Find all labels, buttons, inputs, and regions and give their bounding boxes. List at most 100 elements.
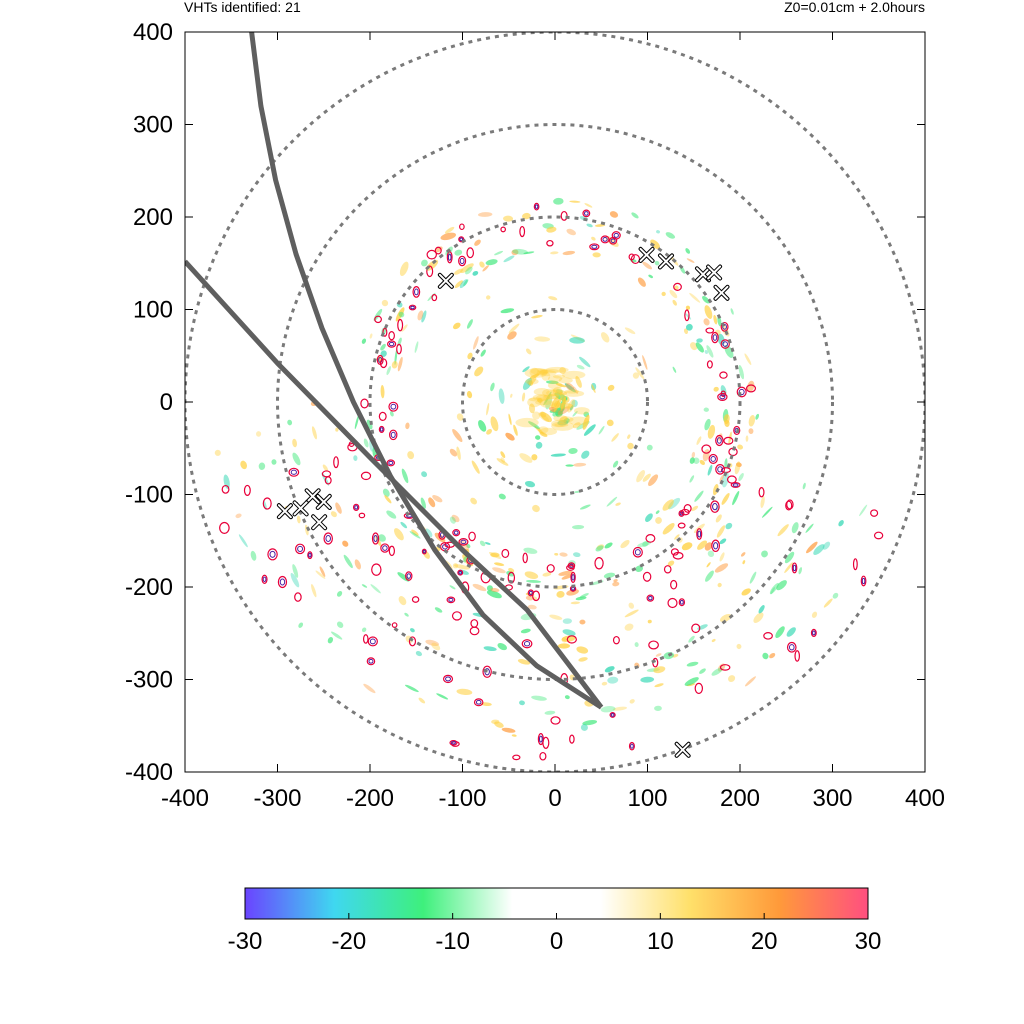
shading-blob xyxy=(798,567,803,575)
shading-blob xyxy=(410,628,415,633)
shading-blob xyxy=(521,392,526,402)
shading-blob xyxy=(594,224,606,227)
shading-blob xyxy=(330,511,337,518)
contour-loop xyxy=(706,360,713,369)
shading-blob xyxy=(554,553,559,556)
shading-blob xyxy=(479,540,486,547)
shading-blob xyxy=(398,596,407,606)
shading-blob xyxy=(654,683,664,688)
contour-loop xyxy=(537,733,544,746)
shading-blob xyxy=(466,390,473,399)
contour-loop xyxy=(569,734,575,744)
contour-loop-inner xyxy=(613,232,619,238)
shading-blob xyxy=(838,520,844,527)
shading-blob xyxy=(702,448,710,462)
shading-blob xyxy=(564,383,576,393)
shading-blob xyxy=(561,635,576,642)
contour-loop xyxy=(566,635,577,644)
x-tick-label: -300 xyxy=(253,785,301,812)
range-ring xyxy=(461,308,649,496)
contour-loop-inner xyxy=(591,244,598,249)
shading-blob xyxy=(559,391,567,405)
shading-blob xyxy=(401,324,408,332)
colorbar-tick-label: -20 xyxy=(331,928,366,955)
shading-blob xyxy=(674,285,679,290)
x-tick-label: -400 xyxy=(161,785,209,812)
shading-blob xyxy=(716,525,726,538)
shading-blob xyxy=(736,643,742,650)
shading-blob xyxy=(714,563,729,573)
shading-blob xyxy=(498,388,505,404)
contour-loop xyxy=(719,664,731,671)
shading-blob xyxy=(315,570,326,579)
shading-blob xyxy=(238,534,248,548)
contour-loop xyxy=(512,754,521,761)
contour-loop xyxy=(758,487,765,498)
shading-blob xyxy=(397,356,403,372)
contour-loop xyxy=(262,497,272,510)
storm-track xyxy=(185,259,604,709)
shading-blob xyxy=(528,421,541,430)
contour-loop xyxy=(646,594,655,602)
shading-blob xyxy=(436,693,449,700)
contour-loop-inner xyxy=(297,545,304,552)
shading-blob xyxy=(411,529,419,536)
shading-blob xyxy=(382,488,390,497)
shading-blob xyxy=(748,414,756,427)
shading-blob xyxy=(525,579,542,583)
contour-loop xyxy=(711,331,719,344)
shading-blob xyxy=(770,587,775,595)
contour-loop xyxy=(388,545,395,557)
shading-blob xyxy=(520,628,531,634)
contour-loop-inner xyxy=(325,534,331,543)
shading-blob xyxy=(421,471,428,478)
contour-loop xyxy=(321,470,332,478)
shading-blob xyxy=(452,428,463,443)
contour-loop-inner xyxy=(459,237,464,242)
shading-blob xyxy=(543,391,552,406)
contour-loop-inner xyxy=(712,503,718,511)
contour-loop xyxy=(736,386,747,398)
shading-blob xyxy=(298,622,304,628)
shading-blob xyxy=(606,496,618,507)
contour-loop xyxy=(684,309,690,322)
contour-loop xyxy=(673,282,682,291)
shading-blob xyxy=(562,370,586,379)
contour-loop xyxy=(719,371,728,379)
contour-loop-inner xyxy=(792,564,797,572)
contour-loop xyxy=(426,265,434,278)
shading-blob xyxy=(417,310,424,321)
shading-blob xyxy=(777,524,789,537)
shading-blob xyxy=(604,542,613,549)
contour-loop xyxy=(810,628,817,637)
shading-blob xyxy=(576,646,589,654)
shading-blob xyxy=(557,643,571,649)
shading-blob xyxy=(363,683,376,694)
shading-blob xyxy=(480,702,492,707)
shading-blob xyxy=(343,554,353,569)
contour-loop xyxy=(367,636,378,647)
contour-loop xyxy=(521,639,533,649)
shading-blob xyxy=(378,534,386,542)
shading-blob xyxy=(569,337,585,344)
shading-blob xyxy=(627,442,634,450)
shading-blob xyxy=(662,523,675,535)
shading-blob xyxy=(525,378,539,385)
shading-blob xyxy=(607,676,619,684)
shading-blob xyxy=(384,495,392,504)
shading-blob xyxy=(404,612,409,617)
shading-blob xyxy=(579,593,589,598)
contour-loop-inner xyxy=(534,204,539,209)
shading-blob xyxy=(575,376,582,388)
contour-loop xyxy=(219,521,230,534)
shading-blob xyxy=(606,419,614,427)
contour-loop xyxy=(386,459,396,467)
y-tick-label: 400 xyxy=(133,19,173,46)
shading-blob xyxy=(572,422,581,429)
vht-marker xyxy=(713,284,730,301)
contour-loop-inner xyxy=(630,743,634,749)
shading-blob xyxy=(511,249,519,256)
contour-loop xyxy=(360,398,369,409)
shading-blob xyxy=(552,388,568,395)
shading-blob xyxy=(335,502,342,514)
